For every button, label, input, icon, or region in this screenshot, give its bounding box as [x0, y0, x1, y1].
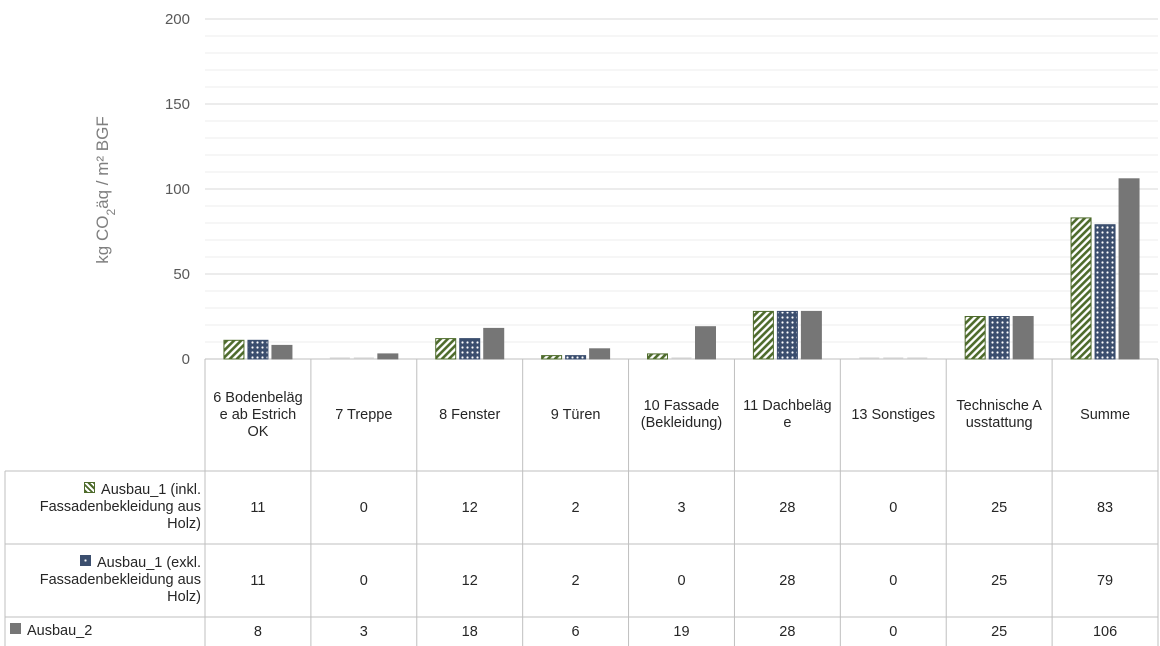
- bar-1-6: [752, 310, 774, 360]
- legend-entry: Ausbau_1 (inkl. Fassadenbekleidung aus H…: [10, 471, 205, 544]
- legend-label: Ausbau_2: [27, 623, 93, 639]
- bar-2-2: [353, 357, 374, 359]
- category-label: Summe: [1080, 406, 1131, 423]
- bar-2-9: [1094, 224, 1116, 360]
- bar-3-7: [907, 357, 928, 359]
- bar-1-4: [541, 355, 563, 360]
- data-label: 8: [253, 623, 262, 640]
- bar-2-8: [988, 316, 1010, 360]
- bar-2-5: [671, 357, 692, 359]
- category-label: 11 Dachbeläge: [743, 398, 832, 431]
- data-label: 25: [991, 572, 1008, 589]
- data-label: 2: [571, 572, 580, 589]
- data-label: 3: [677, 499, 686, 516]
- category-label: 8 Fenster: [439, 406, 501, 423]
- bar-3-9: [1118, 178, 1140, 360]
- category-label: 10 Fassade (Bekleidung): [640, 398, 723, 431]
- data-label: 2: [571, 499, 580, 516]
- data-label: 6: [571, 623, 580, 640]
- bar-2-3: [459, 338, 481, 360]
- legend-swatch: [84, 482, 96, 493]
- bar-3-6: [800, 310, 822, 360]
- y-axis-label: kg CO2äq / m² BGF: [93, 116, 118, 263]
- bar-1-8: [964, 316, 986, 360]
- data-label: 25: [991, 499, 1008, 516]
- data-label: 0: [889, 572, 898, 589]
- data-label: 12: [461, 572, 478, 589]
- data-label: 18: [461, 623, 478, 640]
- bar-2-4: [565, 355, 587, 360]
- bar-3-4: [589, 348, 611, 360]
- y-tick-label: 0: [182, 351, 190, 368]
- bar-1-1: [223, 339, 245, 360]
- legend-entry: Ausbau_2: [10, 617, 205, 646]
- data-label: 28: [779, 623, 796, 640]
- bar-3-2: [377, 353, 399, 360]
- category-label: 9 Türen: [550, 406, 601, 423]
- legend-swatch: [80, 555, 92, 566]
- bar-2-7: [883, 357, 904, 359]
- data-label: 0: [889, 623, 898, 640]
- category-label: 7 Treppe: [335, 406, 393, 423]
- y-tick-label: 150: [165, 96, 190, 113]
- data-label: 0: [677, 572, 686, 589]
- data-label: 0: [359, 499, 368, 516]
- legend-entry: Ausbau_1 (exkl. Fassadenbekleidung aus H…: [10, 544, 205, 617]
- data-label: 0: [359, 572, 368, 589]
- data-label: 79: [1096, 572, 1114, 589]
- bar-3-3: [483, 327, 505, 360]
- bar-1-7: [859, 357, 880, 359]
- bar-3-8: [1012, 316, 1034, 360]
- bar-3-5: [695, 326, 716, 360]
- legend-label: Ausbau_1 (exkl. Fassadenbekleidung aus H…: [39, 555, 201, 605]
- legend-swatch: [10, 623, 21, 634]
- bar-1-5: [647, 353, 668, 360]
- data-label: 11: [250, 572, 266, 589]
- bar-3-1: [271, 344, 293, 360]
- y-tick-label: 200: [165, 11, 190, 28]
- category-label: 13 Sonstiges: [851, 406, 936, 423]
- data-label: 11: [250, 499, 266, 516]
- bar-1-9: [1070, 217, 1092, 360]
- category-label: Technische Ausstattung: [956, 398, 1042, 431]
- bar-1-3: [435, 338, 457, 360]
- data-label: 28: [779, 572, 796, 589]
- bar-1-2: [329, 357, 350, 359]
- data-label: 3: [359, 623, 368, 640]
- data-label: 25: [991, 623, 1008, 640]
- bar-2-6: [776, 310, 798, 360]
- data-label: 0: [889, 499, 898, 516]
- data-label: 28: [779, 499, 796, 516]
- y-tick-label: 50: [173, 266, 190, 283]
- y-tick-label: 100: [165, 181, 190, 198]
- legend-label: Ausbau_1 (inkl. Fassadenbekleidung aus H…: [39, 482, 201, 532]
- data-label: 106: [1092, 623, 1118, 640]
- category-label: 6 Bodenbeläge ab Estrich OK: [213, 389, 303, 440]
- data-label: 12: [461, 499, 478, 516]
- data-label: 19: [673, 623, 690, 640]
- bar-2-1: [247, 339, 269, 360]
- data-label: 83: [1096, 499, 1114, 516]
